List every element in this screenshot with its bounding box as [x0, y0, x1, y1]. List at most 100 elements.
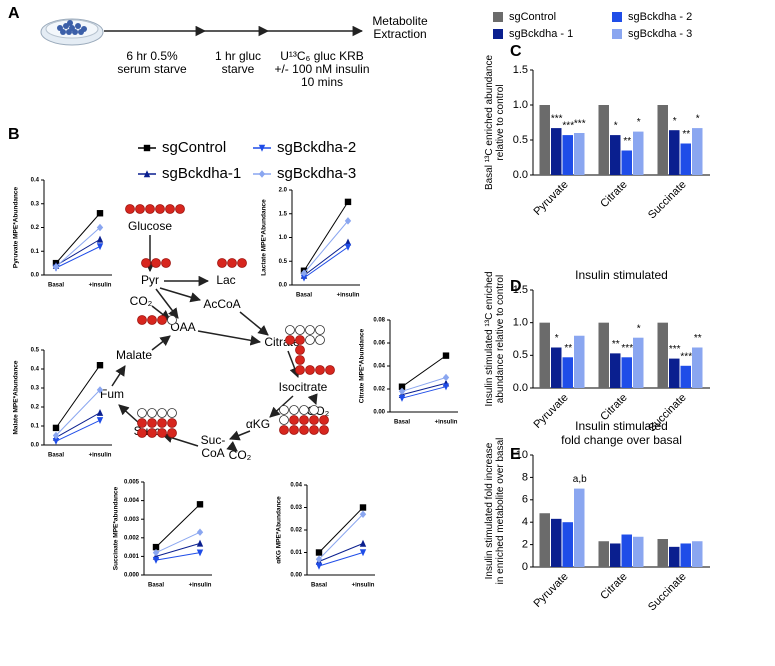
x-tick-label: +insulin [337, 293, 360, 299]
carbon-atom [147, 408, 157, 418]
x-tick-label: Basal [394, 420, 410, 426]
series-line [318, 513, 364, 560]
bar [574, 488, 585, 567]
significance-label: * [696, 114, 700, 125]
carbon-atom [299, 405, 309, 415]
pathway-node: Pyr [141, 273, 159, 287]
marker [344, 217, 352, 225]
marker [398, 383, 406, 390]
bar [633, 131, 644, 175]
carbon-atom [305, 365, 315, 375]
bar [657, 539, 668, 567]
marker [359, 539, 367, 547]
y-axis-label: abundance relative to control [495, 275, 506, 403]
carbon-atom [167, 418, 177, 428]
workflow-step: Metabolite [372, 14, 428, 28]
pathway-node: CO₂ [229, 448, 252, 462]
y-tick-label: 0.002 [124, 535, 140, 541]
x-tick-label: +insulin [189, 583, 212, 589]
y-axis-label: relative to control [495, 84, 506, 160]
marker [96, 243, 104, 251]
pathway-arrow [229, 430, 251, 441]
pathway-node: Lac [216, 273, 235, 287]
carbon-atom [147, 418, 157, 428]
series-line [401, 386, 447, 399]
marker [315, 555, 323, 563]
carbon-atom [237, 258, 247, 268]
series-line [303, 201, 349, 272]
y-tick-label: 0.5 [513, 134, 528, 146]
y-tick-label: 0.3 [31, 386, 40, 392]
carbon-atom [295, 335, 305, 345]
y-tick-label: 2 [522, 539, 528, 551]
pathway-node: Fum [100, 387, 124, 401]
y-tick-label: 0.5 [513, 349, 528, 361]
y-tick-label: 0.001 [124, 554, 140, 560]
carbon-atom [295, 345, 305, 355]
pathway-arrow [159, 287, 202, 303]
y-tick-label: 1.0 [513, 99, 528, 111]
significance-label: ** [694, 333, 702, 344]
series-line [55, 419, 101, 442]
pathway-arrow [151, 305, 171, 321]
pathway-arrow [307, 393, 318, 405]
significance-label: *** [574, 119, 586, 130]
marker [442, 352, 450, 359]
x-tick-label: Pyruvate [531, 179, 570, 218]
marker [344, 238, 352, 246]
bar [668, 130, 680, 175]
x-tick-label: Citrate [598, 571, 629, 602]
marker [52, 438, 60, 445]
workflow-step: 1 hr gluc [215, 49, 261, 63]
legend-marker [143, 144, 151, 152]
y-tick-label: 0.04 [290, 483, 302, 489]
carbon-atom [217, 258, 227, 268]
significance-label: * [673, 116, 677, 127]
y-tick-label: 0.02 [373, 387, 385, 393]
series-line [303, 220, 349, 274]
carbon-atom [147, 428, 157, 438]
x-tick-label: +insulin [352, 583, 375, 589]
legend-swatch [612, 29, 622, 39]
x-tick-label: Pyruvate [531, 571, 570, 610]
carbon-atom [125, 204, 135, 214]
y-tick-label: 10 [516, 449, 528, 461]
series-line [55, 212, 101, 264]
bar [692, 347, 703, 388]
marker [344, 243, 352, 251]
series-line [303, 241, 349, 276]
carbon-atom [325, 365, 335, 375]
x-tick-label: Pyruvate [531, 392, 570, 431]
marker [300, 269, 308, 277]
significance-label: ** [564, 343, 572, 354]
pathway-node: Malate [116, 348, 152, 362]
marker [398, 387, 406, 395]
series-line [401, 377, 447, 392]
y-tick-label: 0.08 [373, 318, 385, 324]
carbon-atom [285, 325, 295, 335]
pathway-node: Isocitrate [279, 380, 328, 394]
carbon-atom [227, 258, 237, 268]
marker [359, 504, 367, 511]
x-tick-label: Basal [48, 453, 64, 459]
legend-label: sgBckdha-2 [277, 139, 356, 156]
series-line [55, 364, 101, 429]
marker [96, 235, 104, 243]
carbon-atom [165, 204, 175, 214]
series-line [318, 552, 364, 567]
x-tick-label: +insulin [89, 283, 112, 289]
marker [96, 409, 104, 416]
y-axis-label: in enriched metabolite over basal [495, 438, 506, 585]
significance-label: *** [680, 351, 692, 362]
marker [152, 556, 160, 564]
bar [668, 546, 680, 567]
carbon-atom [315, 325, 325, 335]
y-tick-label: 0.1 [31, 249, 40, 255]
panel-label: C [510, 43, 522, 60]
marker [398, 395, 406, 402]
carbon-atom [285, 335, 295, 345]
y-tick-label: 8 [522, 471, 528, 483]
bar [609, 135, 621, 175]
y-tick-label: 6 [522, 494, 528, 506]
bar [562, 522, 574, 567]
